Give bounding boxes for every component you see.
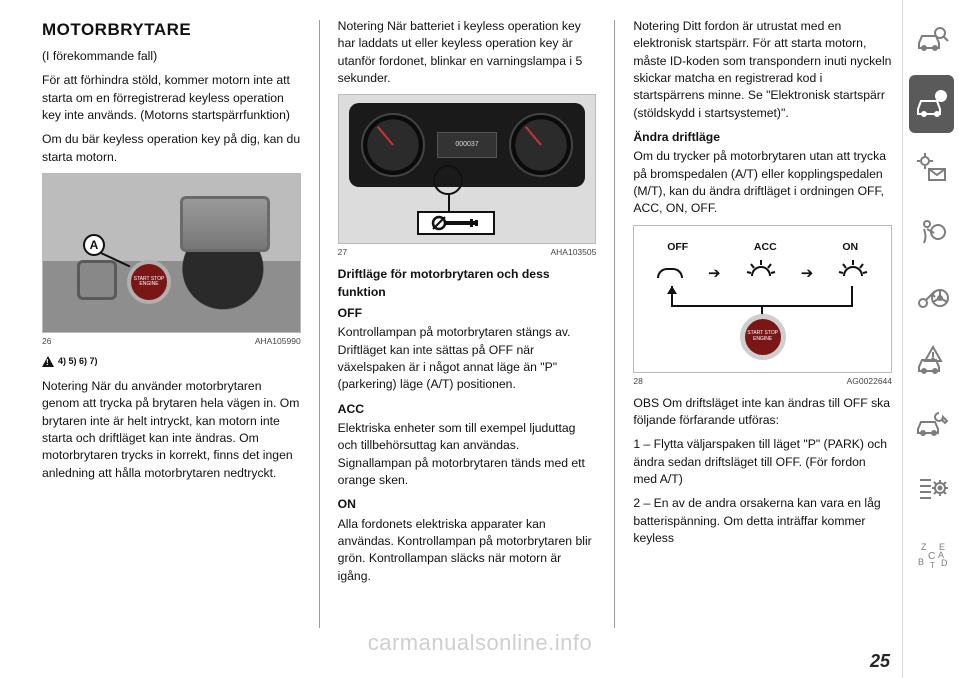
col1-p2: För att förhindra stöld, kommer motorn i… xyxy=(42,72,301,124)
col3-p4: 1 – Flytta väljarspaken till läget "P" (… xyxy=(633,436,892,488)
figure-26-caption: 26 AHA105990 xyxy=(42,335,301,347)
watermark-text: carmanualsonline.info xyxy=(368,630,593,656)
figure-27-caption: 27 AHA103505 xyxy=(338,246,597,258)
warning-row: 4) 5) 6) 7) xyxy=(42,355,301,368)
arrow-icon: ➔ xyxy=(801,263,814,284)
col2-p1: Notering När batteriet i keyless operati… xyxy=(338,18,597,87)
column-1: MOTORBRYTARE (I förekommande fall) För a… xyxy=(42,18,301,668)
warning-triangle-icon xyxy=(42,356,54,367)
col2-p-on: Alla fordonets elektriska apparater kan … xyxy=(338,516,597,585)
callout-circle xyxy=(433,165,463,195)
column-divider-1 xyxy=(319,20,320,628)
key-steering-icon[interactable] xyxy=(909,267,954,325)
fig27-num: 27 xyxy=(338,246,347,258)
fig28-code: AG0022644 xyxy=(847,375,892,387)
col3-p3: OBS Om driftsläget inte kan ändras till … xyxy=(633,395,892,430)
heading-on: ON xyxy=(338,496,597,513)
arrow-icon: ➔ xyxy=(708,263,721,284)
col3-p2: Om du trycker på motorbrytaren utan att … xyxy=(633,148,892,217)
fig27-code: AHA103505 xyxy=(551,246,597,258)
svg-text:Z: Z xyxy=(921,542,927,552)
warning-codes: 4) 5) 6) 7) xyxy=(58,355,98,368)
index-icon[interactable]: Z B E A D C T xyxy=(909,523,954,581)
heading-acc: ACC xyxy=(338,401,597,418)
vehicle-info-icon[interactable]: i xyxy=(909,75,954,133)
key-icon xyxy=(430,215,482,231)
figure-26: A START STOP ENGINE xyxy=(42,173,301,333)
mode-labels-row: OFF ACC ON xyxy=(634,240,891,255)
fig26-code: AHA105990 xyxy=(255,335,301,347)
fig28-num: 28 xyxy=(633,375,642,387)
svg-text:D: D xyxy=(941,558,948,568)
col1-p3: Om du bär keyless operation key på dig, … xyxy=(42,131,301,166)
air-vent xyxy=(180,196,270,252)
col3-p1: Notering Ditt fordon är utrustat med en … xyxy=(633,18,892,122)
mode-label-off: OFF xyxy=(667,240,688,255)
instrument-cluster: 000037 xyxy=(349,103,586,187)
mode-label-on: ON xyxy=(842,240,858,255)
svg-text:B: B xyxy=(918,557,924,567)
mode-label-acc: ACC xyxy=(754,240,777,255)
odometer-value: 000037 xyxy=(455,140,478,150)
vehicle-search-icon[interactable] xyxy=(909,11,954,69)
col1-p1: (I förekommande fall) xyxy=(42,48,301,65)
figure-28: OFF ACC ON ➔ ➔ xyxy=(633,225,892,373)
column-2: Notering När batteriet i keyless operati… xyxy=(338,18,597,668)
col2-p-off: Kontrollampan på motorbrytaren stängs av… xyxy=(338,324,597,393)
fig26-num: 26 xyxy=(42,335,51,347)
engine-start-button: START STOP ENGINE xyxy=(127,260,171,304)
column-divider-2 xyxy=(614,20,615,628)
heading-off: OFF xyxy=(338,305,597,322)
figure-28-caption: 28 AG0022644 xyxy=(633,375,892,387)
heading-motorbrytare: MOTORBRYTARE xyxy=(42,18,301,42)
service-icon[interactable] xyxy=(909,395,954,453)
svg-text:T: T xyxy=(930,561,935,569)
speedometer-gauge xyxy=(509,113,573,177)
col1-p4: Notering När du använder motorbrytaren g… xyxy=(42,378,301,482)
settings-list-icon[interactable] xyxy=(909,459,954,517)
col3-p5: 2 – En av de andra orsakerna kan vara en… xyxy=(633,495,892,547)
page-number: 25 xyxy=(870,651,890,672)
engine-button-label-2: START STOP ENGINE xyxy=(745,331,781,342)
heading-andra: Ändra driftläge xyxy=(633,129,892,146)
odometer-display: 000037 xyxy=(437,132,497,158)
engine-start-button: START STOP ENGINE xyxy=(740,314,786,360)
heading-driftlage: Driftläge för motorbrytaren och dess fun… xyxy=(338,266,597,301)
key-symbol-box xyxy=(417,211,495,235)
engine-button-label: START STOP ENGINE xyxy=(131,277,167,288)
tachometer-gauge xyxy=(361,113,425,177)
control-knob xyxy=(77,260,117,300)
airbag-icon[interactable] xyxy=(909,203,954,261)
column-3: Notering Ditt fordon är utrustat med en … xyxy=(633,18,892,668)
section-tabs-sidebar: i xyxy=(902,0,960,678)
warning-vehicle-icon[interactable] xyxy=(909,331,954,389)
lights-mail-icon[interactable] xyxy=(909,139,954,197)
col2-p-acc: Elektriska enheter som till exempel ljud… xyxy=(338,420,597,489)
figure-27: 000037 xyxy=(338,94,597,244)
off-icon xyxy=(657,268,683,278)
